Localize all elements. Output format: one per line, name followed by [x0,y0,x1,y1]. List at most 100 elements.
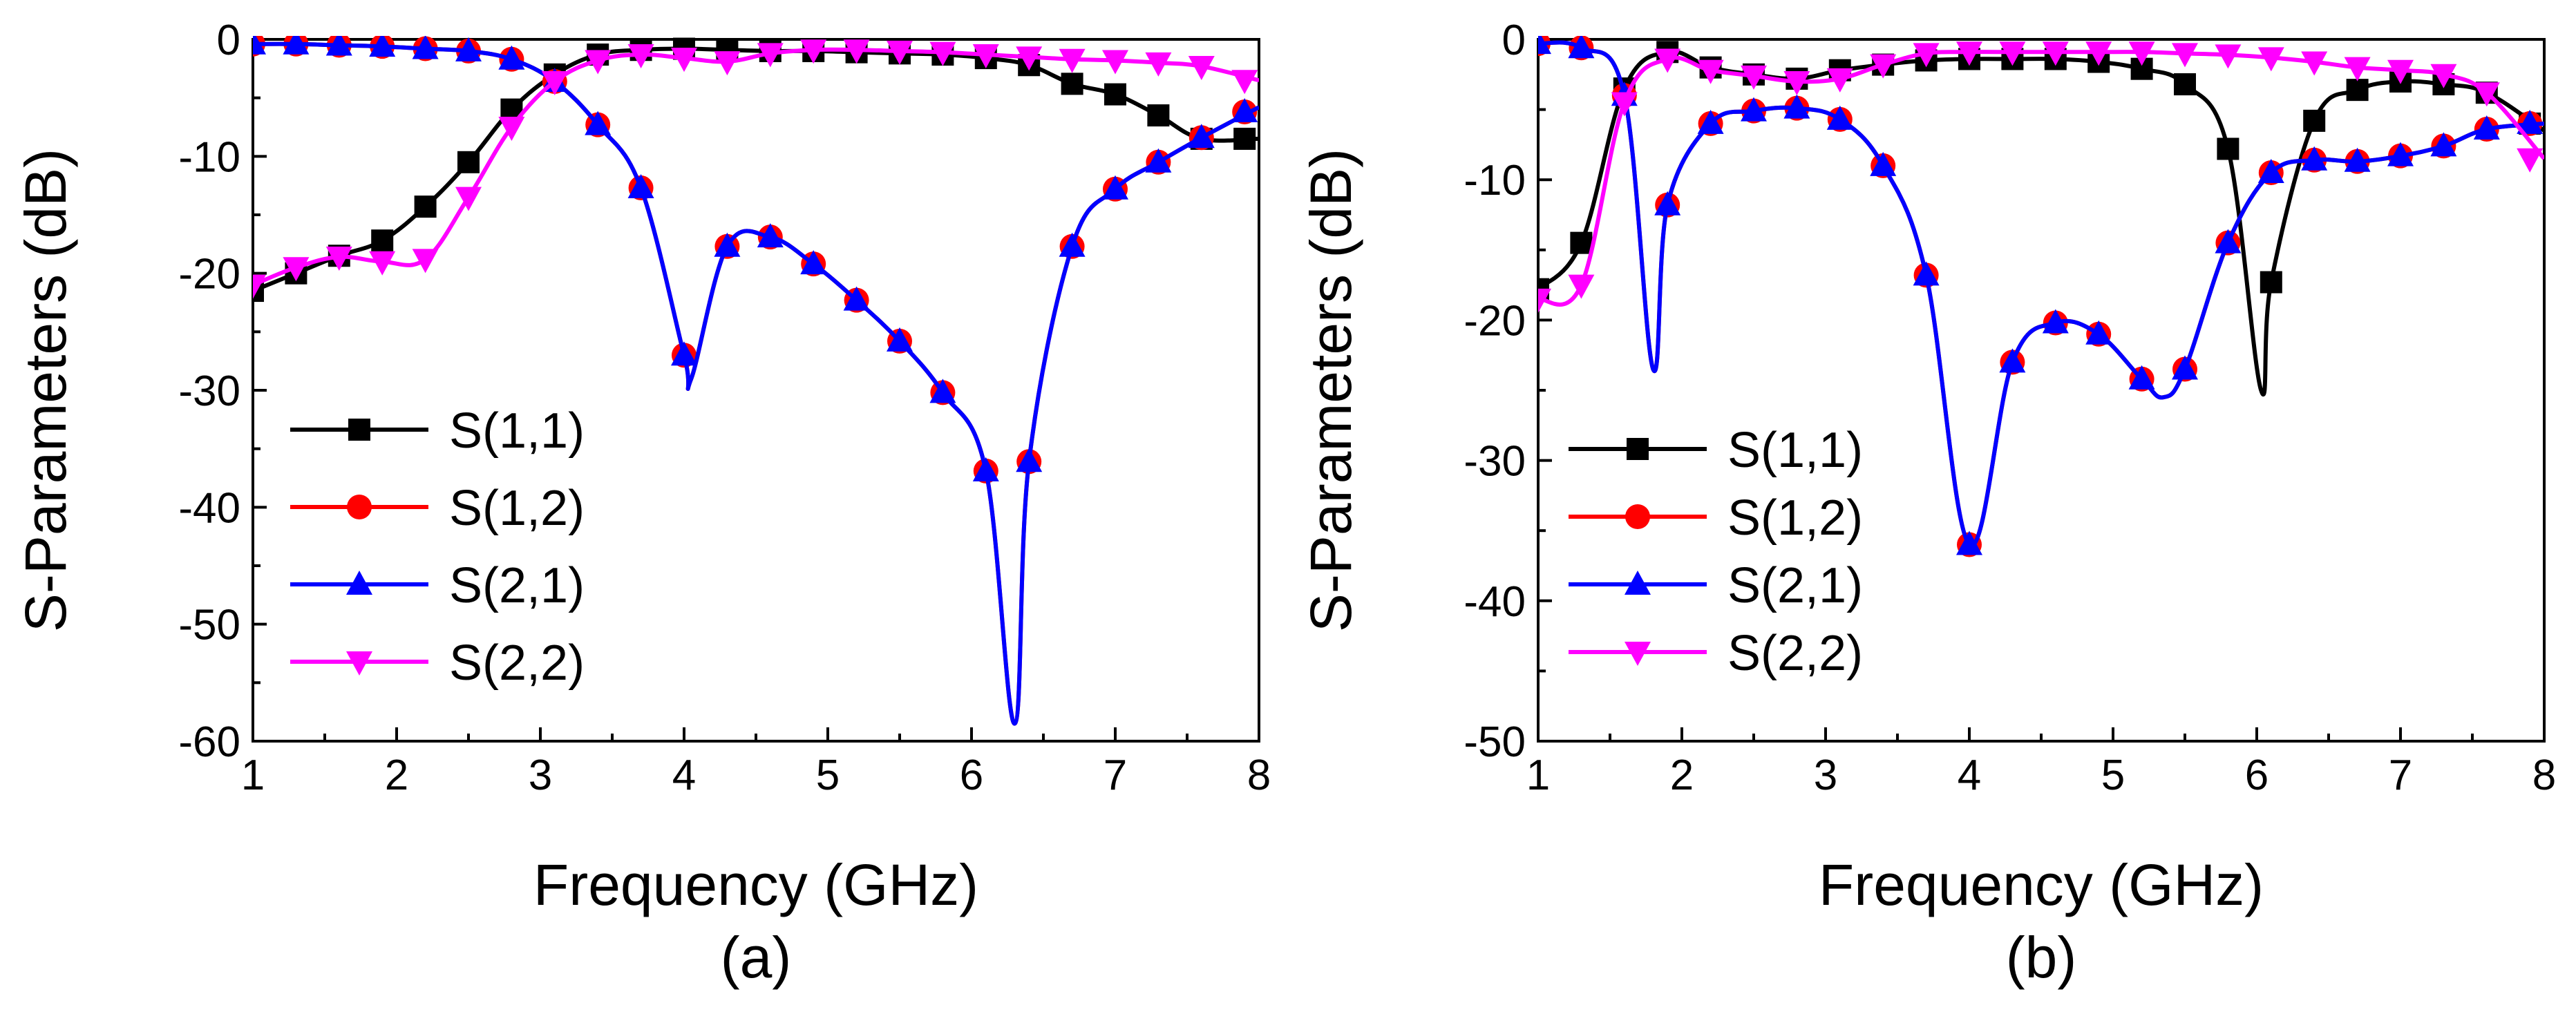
data-point-s11 [2303,109,2326,132]
data-point-s22 [1870,54,1897,79]
data-point-s22 [2172,43,2198,68]
series-s11 [1538,41,2544,397]
data-point-s21 [2042,309,2069,334]
legend-label: S(1,1) [1727,423,1863,478]
legend-marker [348,419,370,441]
data-point-s22 [1999,41,2026,66]
panel-label: (a) [721,925,792,990]
data-point-s21 [2473,115,2500,140]
data-point-s22 [2215,44,2242,69]
y-tick-label: -40 [1464,578,1526,626]
series-s12 [253,36,1259,726]
x-axis-title: Frequency (GHz) [533,852,978,917]
data-point-s21 [887,327,913,352]
x-tick-label: 6 [2245,752,2269,799]
data-point-s11 [2174,73,2196,96]
data-point-s22 [2344,57,2371,82]
data-point-s11 [414,195,437,218]
data-point-s22 [253,274,266,299]
data-point-s22 [541,70,568,95]
data-point-s22 [2301,51,2328,76]
y-tick-label: -10 [178,133,240,181]
data-point-s21 [1654,191,1681,216]
y-tick-label: -40 [178,484,240,532]
legend-entry-s11: S(1,1) [290,403,585,459]
data-point-s21 [757,223,784,248]
data-point-s21 [325,36,352,56]
x-tick-label: 7 [2389,752,2412,799]
x-tick-label: 7 [1104,752,1127,799]
x-tick-label: 2 [1670,752,1694,799]
data-point-s22 [1956,41,1982,66]
data-point-s21 [1870,151,1897,176]
x-tick-label: 1 [241,752,265,799]
data-point-s21 [627,174,654,199]
data-point-s21 [800,250,827,275]
data-point-s22 [1826,68,1853,93]
data-point-s22 [2042,41,2069,66]
data-point-s21 [1999,348,2026,373]
series-s22 [1538,41,2544,313]
data-point-s22 [887,40,913,65]
data-point-s22 [671,48,697,73]
data-point-s22 [843,39,870,64]
data-point-s11 [1061,73,1083,95]
data-point-s22 [2085,41,2112,66]
data-point-s22 [412,249,439,274]
legend-entry-s21: S(2,1) [290,558,585,613]
data-point-s11 [1570,231,1593,254]
data-point-s21 [369,36,396,57]
x-tick-label: 8 [1247,752,1271,799]
x-axis-title: Frequency (GHz) [1819,852,2264,917]
data-point-s22 [2473,82,2500,107]
axis-ticks: 1 2 3 4 5 6 7 8 0 -10 -20 -30 -40 -50 -60 [178,17,1271,799]
data-point-s21 [1783,94,1810,119]
series-line-s21 [253,41,1259,726]
legend-entry-s21: S(2,1) [1569,558,1863,613]
y-axis-title: S-Parameters (dB) [1298,149,1363,632]
series-group [253,36,1259,726]
data-point-s22 [1654,48,1681,73]
data-point-s21 [585,111,612,135]
data-point-s22 [585,50,612,75]
series-s12 [1538,36,2544,557]
data-point-s21 [283,36,310,55]
data-point-s21 [2085,320,2112,345]
data-point-s21 [2344,147,2371,172]
data-point-s22 [369,251,396,276]
data-point-s22 [1611,92,1638,117]
y-tick-label: -20 [178,251,240,298]
data-point-s21 [714,232,741,257]
data-point-s22 [325,246,352,271]
x-tick-label: 5 [816,752,840,799]
legend-label: S(2,1) [1727,558,1863,613]
panel-label: (b) [2006,925,2077,990]
data-point-s22 [1188,55,1215,80]
y-tick-label: -60 [178,718,240,766]
data-point-s22 [2387,59,2414,84]
x-tick-label: 2 [385,752,408,799]
y-tick-label: 0 [1502,17,1526,64]
data-point-s21 [1231,97,1258,122]
legend-entry-s12: S(1,2) [1569,490,1863,546]
legend-marker [346,571,372,595]
data-point-s22 [1231,70,1258,95]
x-tick-label: 4 [1958,752,1981,799]
data-point-s22 [1538,288,1551,313]
x-tick-label: 3 [529,752,552,799]
series-line-s12 [1538,40,2544,548]
data-point-s11 [1233,127,1256,150]
chart-panel-a: 1 2 3 4 5 6 7 8 0 -10 -20 -30 -40 -50 -60 S(1,1) S(1,2)… [13,17,1271,990]
data-point-s21 [1188,124,1215,149]
data-point-s21 [972,457,999,481]
legend-entry-s12: S(1,2) [290,481,585,536]
data-point-s21 [1913,261,1940,286]
x-tick-label: 5 [2101,752,2125,799]
x-tick-label: 1 [1526,752,1550,799]
y-tick-label: -10 [1464,157,1526,204]
data-point-s22 [283,257,310,282]
data-point-s21 [498,45,525,70]
data-point-s22 [2128,41,2155,66]
data-point-s21 [1016,448,1043,472]
data-point-s11 [457,151,480,173]
